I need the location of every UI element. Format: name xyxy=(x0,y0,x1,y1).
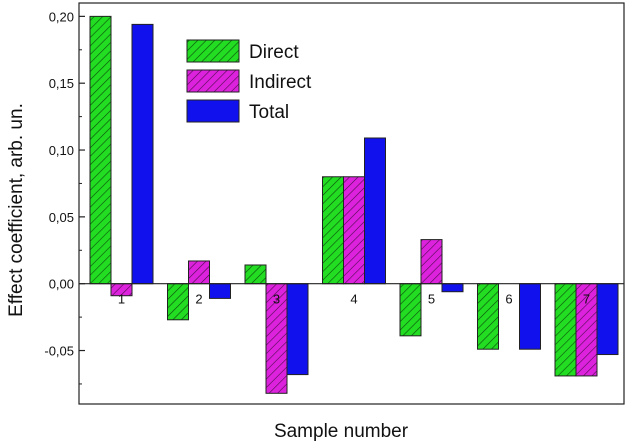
legend-label-indirect: Indirect xyxy=(249,72,312,93)
plot-border xyxy=(78,2,625,405)
legend-swatch-total xyxy=(186,99,240,123)
bar-total-6 xyxy=(519,283,541,350)
y-tick-label: 0,10 xyxy=(49,143,74,158)
axes-group: 0,20 0,15 0,10 0,05 0,00 -0,05 1 2 3 4 5 6 7 xyxy=(44,9,624,385)
y-tick-label: 0,20 xyxy=(49,9,74,24)
legend-swatch-direct xyxy=(186,39,240,63)
bar-indirect-5 xyxy=(420,239,443,285)
x-category-label: 4 xyxy=(350,292,357,307)
y-tick-label: 0,15 xyxy=(49,76,74,91)
bar-direct-1 xyxy=(89,15,112,285)
legend-label-direct: Direct xyxy=(249,42,299,63)
bar-direct-6 xyxy=(477,283,499,350)
y-axis-title: Effect coefficient, arb. un. xyxy=(6,103,27,317)
bar-total-7 xyxy=(596,283,619,356)
bar-total-5 xyxy=(441,283,464,293)
legend-swatch-indirect xyxy=(186,69,240,93)
x-category-label: 3 xyxy=(273,292,280,307)
bar-direct-7 xyxy=(554,283,577,377)
bar-direct-2 xyxy=(167,283,189,321)
bar-direct-4 xyxy=(322,176,344,285)
y-tick-label: -0,05 xyxy=(44,344,74,359)
plot-area xyxy=(78,2,625,405)
bar-direct-3 xyxy=(244,264,267,285)
x-category-label: 7 xyxy=(583,292,590,307)
x-category-label: 1 xyxy=(118,292,125,307)
bar-indirect-2 xyxy=(188,260,210,285)
bar-total-1 xyxy=(131,23,154,285)
legend: Direct Indirect Total xyxy=(186,39,312,123)
bar-indirect-4 xyxy=(343,176,365,285)
x-category-label: 6 xyxy=(505,292,512,307)
bar-total-2 xyxy=(209,283,231,299)
bar-direct-5 xyxy=(399,283,422,337)
bar-total-4 xyxy=(364,137,386,285)
x-category-label: 2 xyxy=(195,292,202,307)
x-axis-title: Sample number xyxy=(274,421,409,442)
x-category-label: 5 xyxy=(428,292,435,307)
y-tick-label: 0,05 xyxy=(49,210,74,225)
bar-total-3 xyxy=(286,283,309,376)
bars-group xyxy=(89,15,619,394)
y-tick-label: 0,00 xyxy=(49,277,74,292)
legend-label-total: Total xyxy=(249,102,289,123)
